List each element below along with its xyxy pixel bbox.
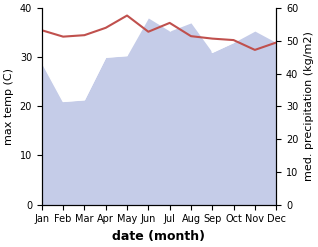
X-axis label: date (month): date (month) <box>113 230 205 243</box>
Y-axis label: med. precipitation (kg/m2): med. precipitation (kg/m2) <box>304 31 314 181</box>
Y-axis label: max temp (C): max temp (C) <box>4 68 14 145</box>
